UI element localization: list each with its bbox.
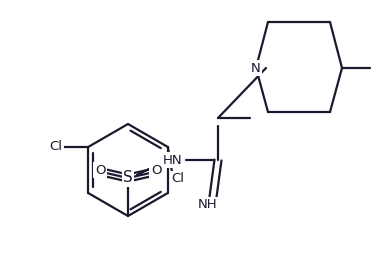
Text: O: O — [95, 164, 105, 177]
Text: O: O — [151, 164, 161, 177]
Text: NH: NH — [198, 198, 218, 212]
Text: Cl: Cl — [171, 172, 184, 185]
Text: N: N — [251, 61, 261, 74]
Text: Cl: Cl — [50, 140, 63, 153]
Text: S: S — [123, 170, 133, 185]
Text: HN: HN — [163, 153, 183, 167]
